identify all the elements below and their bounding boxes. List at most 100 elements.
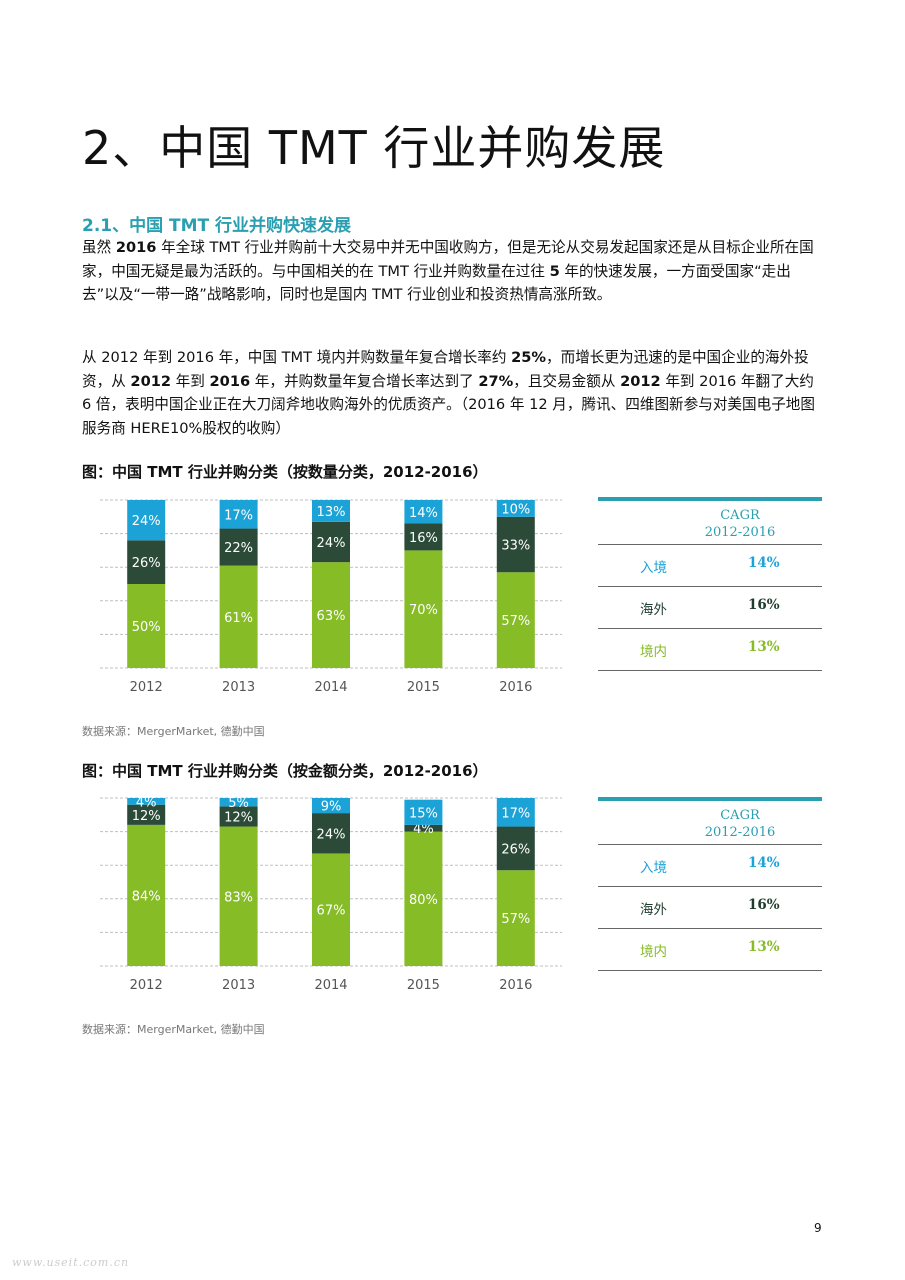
- paragraph-2: 从 2012 年到 2016 年，中国 TMT 境内并购数量年复合增长率约 25…: [82, 346, 823, 440]
- data-label: 14%: [409, 506, 438, 521]
- data-label: 57%: [501, 614, 530, 629]
- data-label: 17%: [501, 806, 530, 821]
- data-label: 17%: [224, 508, 253, 523]
- text-run: ，而增长更为迅速的是中国企业的海外投资，从: [82, 349, 809, 390]
- cagr-row-overseas: 海外 16%: [598, 887, 822, 929]
- data-label: 9%: [321, 800, 342, 815]
- data-label: 24%: [317, 536, 346, 551]
- data-label: 70%: [409, 603, 438, 618]
- cagr-header-period: 2012-2016: [704, 825, 776, 840]
- section-title: 2.1、中国 TMT 行业并购快速发展: [82, 216, 352, 236]
- cagr-header: CAGR 2012-2016: [598, 801, 822, 845]
- data-label: 33%: [501, 539, 530, 554]
- bar-segment-inbound: [404, 799, 443, 825]
- figure-2-source: 数据来源：MergerMarket, 德勤中国: [82, 1023, 265, 1036]
- bar-segment-inbound: [404, 500, 443, 524]
- data-label: 13%: [317, 505, 346, 520]
- watermark: www.useit.com.cn: [12, 1256, 130, 1269]
- chart-amount-stacked-bar: 84%12%4%201283%12%5%201367%24%9%201480%4…: [100, 795, 562, 993]
- data-label: 84%: [132, 889, 161, 904]
- text-run: 虽然: [82, 239, 116, 256]
- x-tick-label: 2012: [130, 680, 163, 695]
- cagr-row-label: 入境: [640, 860, 667, 876]
- cagr-row-value: 13%: [748, 939, 780, 955]
- bold-run: 2016: [115, 239, 157, 256]
- cagr-row-label: 入境: [640, 560, 667, 576]
- bar-segment-domestic: [219, 826, 258, 966]
- bold-run: 5: [549, 262, 560, 280]
- bar-segment-domestic: [404, 550, 443, 668]
- x-tick-label: 2016: [499, 978, 532, 993]
- cagr-table-1: CAGR 2012-2016 入境 14% 海外 16% 境内 13%: [598, 497, 822, 671]
- data-label: 15%: [409, 806, 438, 821]
- data-label: 50%: [132, 620, 161, 635]
- cagr-row-value: 13%: [748, 639, 780, 655]
- data-label: 24%: [317, 827, 346, 842]
- cagr-table-2: CAGR 2012-2016 入境 14% 海外 16% 境内 13%: [598, 797, 822, 971]
- bar-segment-domestic: [404, 831, 443, 966]
- figure-1-source: 数据来源：MergerMarket, 德勤中国: [82, 725, 265, 738]
- data-label: 4%: [136, 795, 157, 810]
- x-tick-label: 2015: [407, 680, 440, 695]
- bar-segment-domestic: [496, 870, 535, 966]
- bar-segment-overseas: [127, 804, 166, 825]
- x-tick-label: 2014: [314, 680, 347, 695]
- cagr-header-label: CAGR: [720, 508, 760, 523]
- bar-segment-domestic: [312, 562, 350, 668]
- chart-count-stacked-bar: 50% 26% 24% 2012 61% 22% 17% 2013 63% 24% 13% 2014 7…: [100, 499, 562, 695]
- bar-segment-overseas: [496, 516, 535, 573]
- x-tick-label: 2015: [407, 978, 440, 993]
- figure-1-title: 图：中国 TMT 行业并购分类（按数量分类，2012-2016）: [82, 463, 488, 481]
- text-run: 年，并购数量年复合增长率达到了: [250, 372, 479, 390]
- data-label: 61%: [224, 611, 253, 626]
- cagr-row-domestic: 境内 13%: [598, 629, 822, 671]
- data-label: 83%: [224, 890, 253, 905]
- data-label: 26%: [501, 842, 530, 857]
- bar-segment-domestic: [496, 572, 535, 668]
- page-number: 9: [814, 1221, 822, 1235]
- bar-segment-inbound: [496, 500, 535, 517]
- text-run: 从 2012 年到 2016 年，中国 TMT 境内并购数量年复合增长率约: [82, 349, 512, 366]
- data-label: 16%: [409, 531, 438, 546]
- cagr-row-value: 16%: [748, 897, 780, 913]
- paragraph-1: 虽然 2016 年全球 TMT 行业并购前十大交易中并无中国收购方，但是无论从交…: [82, 236, 823, 307]
- text-run: 年到: [171, 372, 210, 390]
- cagr-row-label: 境内: [640, 944, 667, 960]
- page-title: 2、中国 TMT 行业并购发展: [82, 121, 666, 175]
- data-label: 22%: [224, 541, 253, 556]
- x-tick-label: 2016: [499, 680, 532, 695]
- bar-segment-inbound: [496, 798, 535, 827]
- bold-run: 27%: [478, 372, 514, 390]
- cagr-header: CAGR 2012-2016: [598, 501, 822, 545]
- cagr-header-label: CAGR: [720, 808, 760, 823]
- data-label: 67%: [317, 904, 346, 919]
- x-tick-label: 2014: [314, 978, 347, 993]
- cagr-row-value: 16%: [748, 597, 780, 613]
- bar-segment-inbound: [219, 500, 258, 529]
- cagr-row-label: 海外: [640, 902, 667, 918]
- data-label: 5%: [228, 796, 249, 811]
- data-label: 24%: [132, 514, 161, 529]
- bar-segment-inbound: [219, 798, 258, 807]
- data-label: 12%: [224, 810, 253, 825]
- cagr-header-period: 2012-2016: [704, 525, 776, 540]
- text-run: ，且交易金额从: [513, 372, 621, 390]
- bar-segment-overseas: [127, 540, 166, 584]
- data-label: 10%: [501, 502, 530, 517]
- bar-segment-inbound: [127, 500, 166, 541]
- data-label: 26%: [132, 556, 161, 571]
- bold-run: 2016: [209, 372, 251, 390]
- bar-segment-overseas: [219, 806, 258, 827]
- text-run: 年到 2016 年翻了大约 6 倍，表明中国企业正在大刀阔斧地收购海外的优质资产…: [82, 372, 815, 437]
- data-label: 80%: [409, 893, 438, 908]
- bar-segment-overseas: [312, 521, 350, 563]
- data-label: 57%: [501, 912, 530, 927]
- bar-segment-domestic: [312, 853, 350, 966]
- cagr-row-inbound: 入境 14%: [598, 545, 822, 587]
- x-tick-label: 2012: [130, 978, 163, 993]
- bar-segment-inbound: [312, 798, 350, 814]
- text-run: 年全球 TMT 行业并购前十大交易中并无中国收购方，但是无论从交易发起国家还是从…: [82, 239, 814, 280]
- bold-run: 2012: [130, 372, 172, 390]
- x-tick-label: 2013: [222, 680, 255, 695]
- cagr-row-label: 海外: [640, 602, 667, 618]
